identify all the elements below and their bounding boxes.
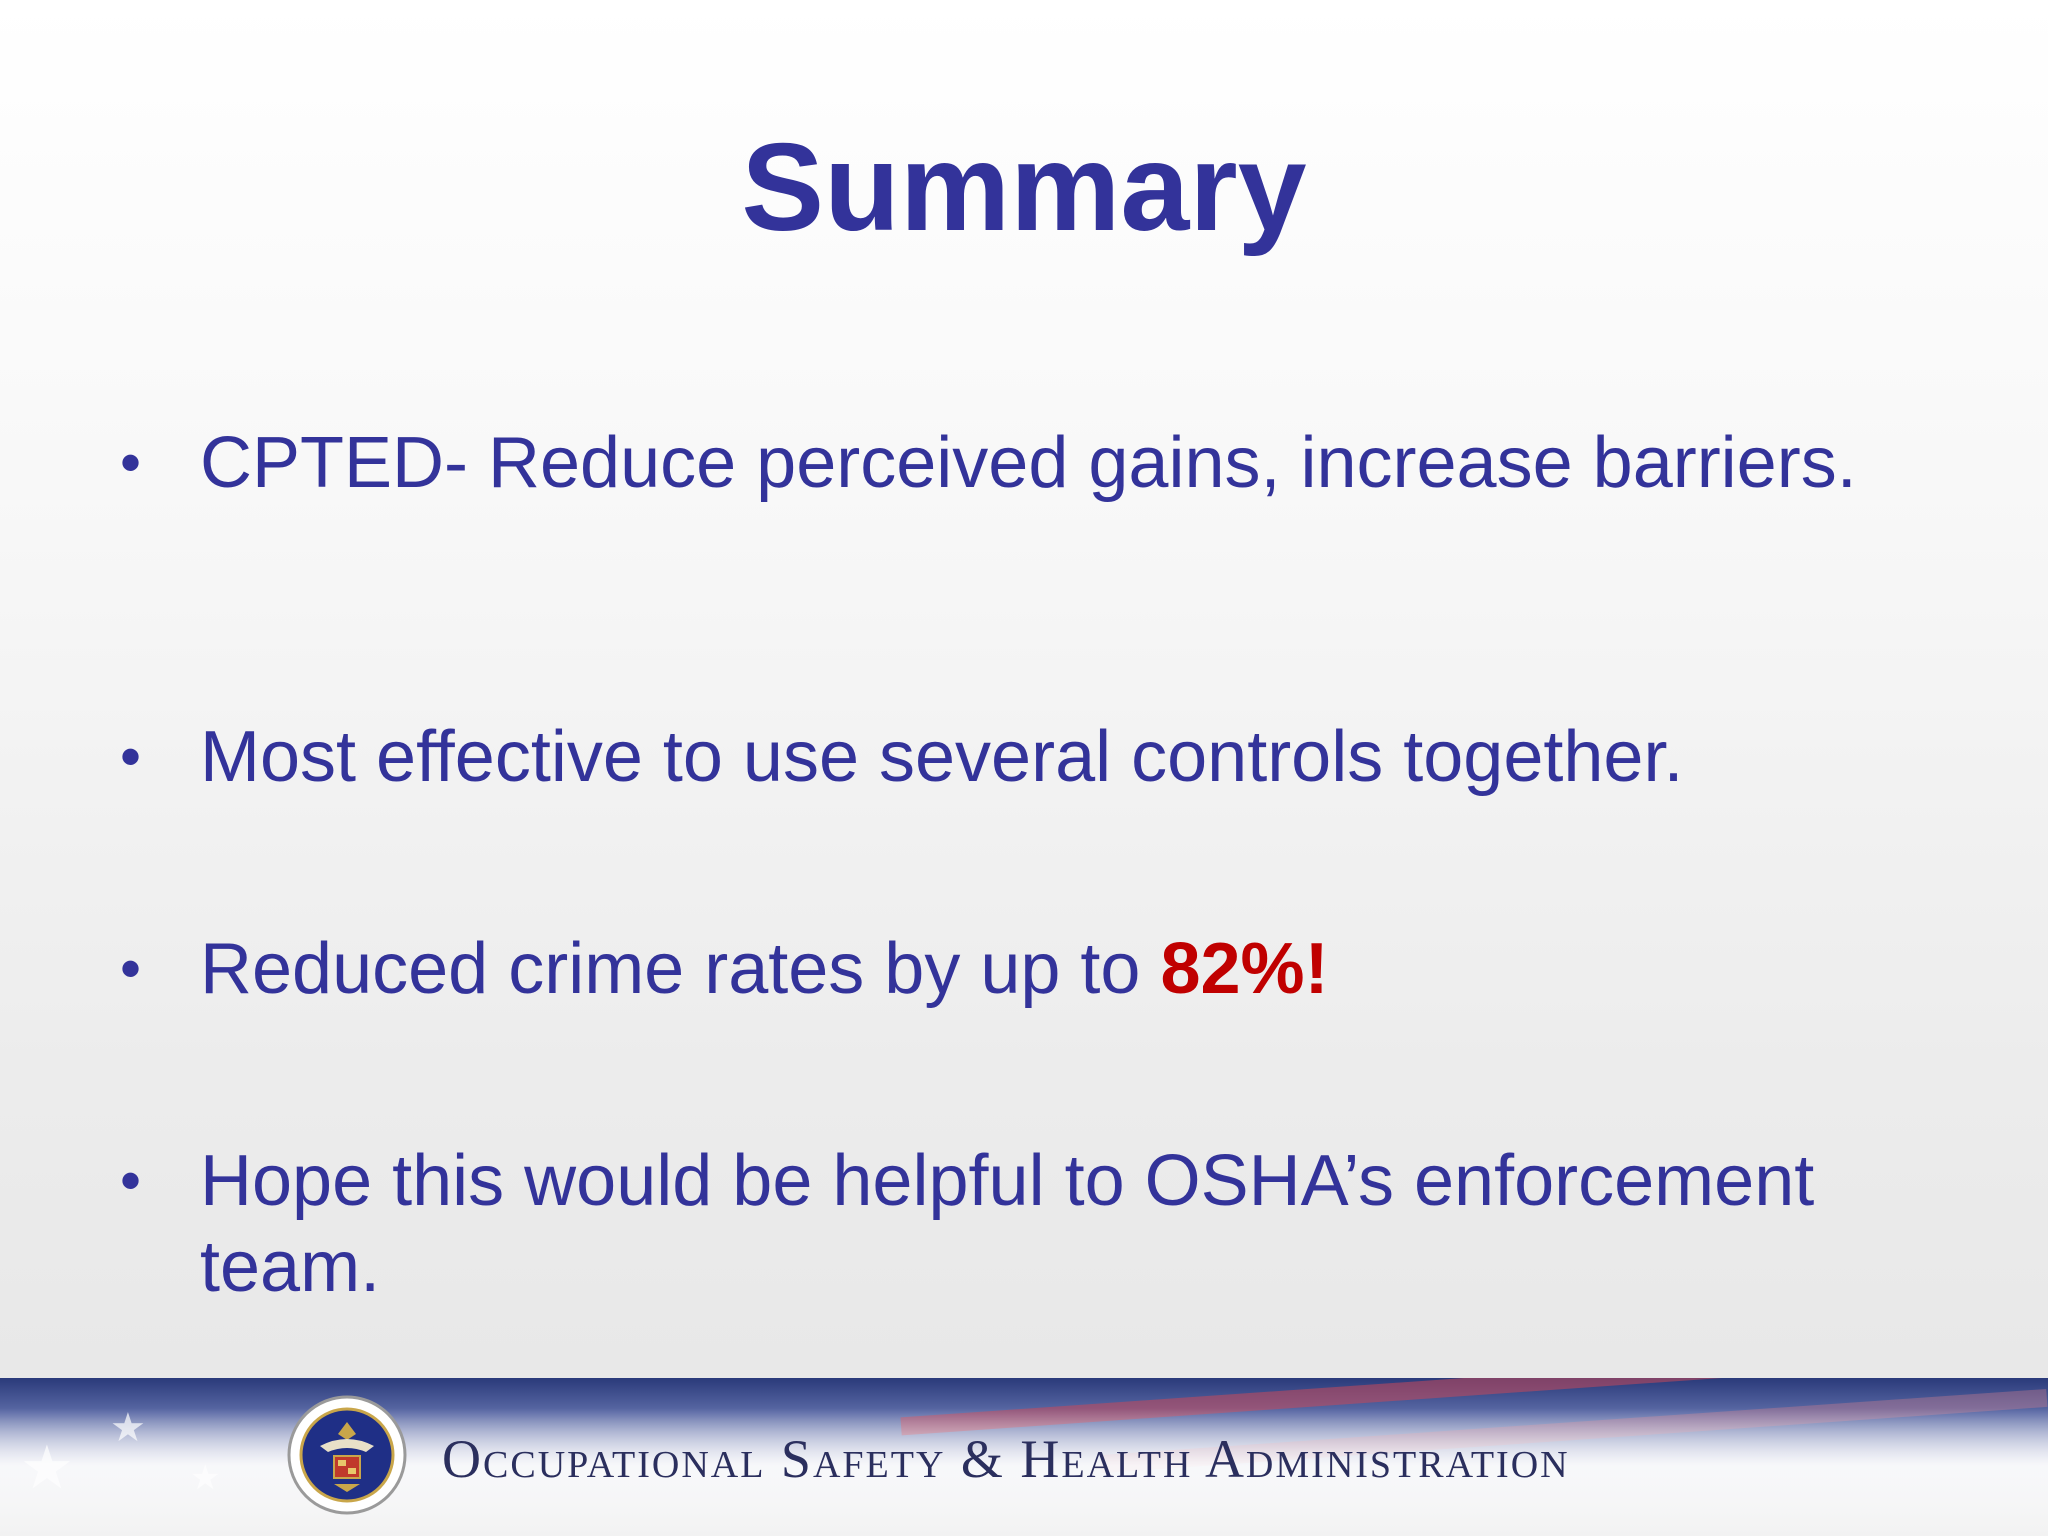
bullet-dot: • [120,429,142,496]
bullet-dot: • [120,935,142,1002]
bullet-text-with-highlight: Reduced crime rates by up to 82%! [200,926,1920,1012]
bullet-text: CPTED- Reduce perceived gains, increase … [200,423,1857,503]
star-icon: ★ [190,1459,221,1497]
footer-banner: ★ ★ ★ Occupational Safety & Health Admin… [0,1378,2048,1536]
bullet-item: • CPTED- Reduce perceived gains, increas… [120,420,1960,506]
bullet-item: • Most effective to use several controls… [120,714,1960,800]
agency-name: Occupational Safety & Health Administrat… [442,1429,1570,1489]
bullet-dot: • [120,1147,142,1214]
highlight-percentage: 82%! [1160,929,1329,1009]
bullet-text: Hope this would be helpful to OSHA’s enf… [200,1141,1815,1307]
star-icon: ★ [20,1434,74,1501]
dol-seal-icon [287,1395,407,1515]
bullet-text: Reduced crime rates by up to [200,929,1161,1009]
slide-title: Summary [741,119,1307,257]
bullet-dot: • [120,723,142,790]
bullet-item: • Hope this would be helpful to OSHA’s e… [120,1138,1960,1310]
bullet-text: Most effective to use several controls t… [200,717,1684,797]
bullet-item: • Reduced crime rates by up to 82%! [120,926,1960,1012]
star-icon: ★ [110,1406,146,1450]
